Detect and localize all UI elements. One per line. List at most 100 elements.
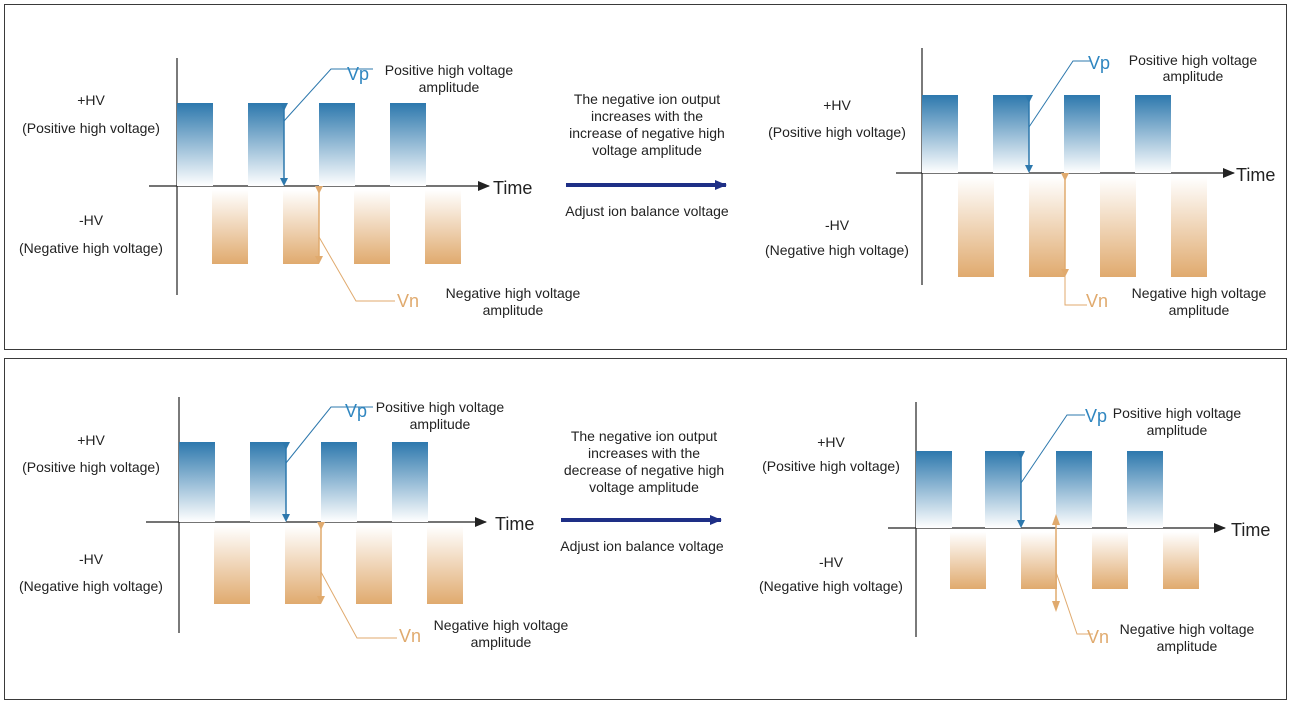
vp-leader-line [1020, 414, 1085, 484]
vn-description: amplitude [1157, 638, 1218, 654]
transition-caption: voltage amplitude [589, 479, 699, 495]
negative-pulse [1163, 532, 1199, 589]
time-label: Time [493, 178, 532, 198]
transition-caption: voltage amplitude [592, 142, 702, 158]
positive-hv-label: (Positive high voltage) [22, 120, 160, 136]
positive-hv-label: +HV [823, 97, 851, 113]
vn-description: Negative high voltage [446, 285, 581, 301]
vp-leader-line [283, 68, 373, 122]
adjust-label: Adjust ion balance voltage [565, 203, 729, 219]
vn-arrow-head [1052, 601, 1060, 612]
positive-pulse [1135, 95, 1171, 173]
adjust-label: Adjust ion balance voltage [560, 538, 724, 554]
vn-description: Negative high voltage [1120, 621, 1255, 637]
diagram-increase-negative: Time Vp Positive high voltage amplitude … [19, 48, 1275, 318]
positive-pulse [1127, 451, 1163, 528]
negative-pulse [283, 190, 319, 264]
negative-pulse [425, 190, 461, 264]
vn-label: Vn [399, 626, 421, 646]
transition-caption: increases with the [588, 445, 700, 461]
vn-arrow-head [1052, 514, 1060, 525]
positive-pulse [922, 95, 958, 173]
vp-label: Vp [345, 401, 367, 421]
positive-pulse [916, 451, 952, 528]
vn-description: amplitude [471, 634, 532, 650]
vp-label: Vp [1088, 53, 1110, 73]
negative-pulse [950, 532, 986, 589]
vp-description: Positive high voltage [1113, 405, 1242, 421]
vn-leader-line [1064, 263, 1087, 306]
negative-pulse [214, 526, 250, 604]
negative-hv-label: -HV [79, 212, 104, 228]
waveform-after: Time Vp Positive high voltage amplitude … [765, 48, 1275, 318]
vp-label: Vp [347, 64, 369, 84]
transition-caption: increase of negative high [569, 125, 725, 141]
vn-label: Vn [397, 291, 419, 311]
vn-description: Negative high voltage [434, 617, 569, 633]
positive-pulse [250, 442, 286, 522]
vn-description: amplitude [483, 302, 544, 318]
transition: The negative ion output increases with t… [565, 91, 729, 219]
panel-increase-negative: Time Vp Positive high voltage amplitude … [4, 4, 1287, 350]
vp-description: Positive high voltage [1129, 52, 1258, 68]
panel-decrease-negative: Time Vp Positive high voltage amplitude … [4, 358, 1287, 700]
negative-pulse [427, 526, 463, 604]
negative-pulse [356, 526, 392, 604]
positive-pulse [390, 103, 426, 186]
vn-leader-line [320, 571, 397, 639]
transition-caption: decrease of negative high [564, 462, 724, 478]
vp-description: amplitude [410, 416, 471, 432]
positive-hv-label: (Positive high voltage) [768, 124, 906, 140]
positive-hv-label: (Positive high voltage) [22, 459, 160, 475]
vp-description: Positive high voltage [376, 399, 505, 415]
vn-label: Vn [1087, 627, 1109, 647]
vn-label: Vn [1086, 291, 1108, 311]
vn-description: Negative high voltage [1132, 285, 1267, 301]
negative-hv-label: -HV [819, 554, 844, 570]
positive-hv-label: +HV [817, 434, 845, 450]
vp-label: Vp [1085, 406, 1107, 426]
vp-description: amplitude [1147, 422, 1208, 438]
positive-pulse [179, 442, 215, 522]
negative-hv-label: (Negative high voltage) [759, 578, 903, 594]
waveform-before: Time Vp Positive high voltage amplitude … [19, 58, 581, 318]
time-label: Time [495, 514, 534, 534]
vp-description: amplitude [419, 79, 480, 95]
negative-pulse [1171, 177, 1207, 277]
vn-leader-line [318, 236, 395, 302]
transition: The negative ion output increases with t… [560, 428, 724, 554]
vp-leader-line [285, 406, 373, 464]
negative-hv-label: -HV [79, 551, 104, 567]
positive-pulse [319, 103, 355, 186]
negative-pulse [285, 526, 321, 604]
transition-caption: The negative ion output [574, 91, 720, 107]
transition-caption: The negative ion output [571, 428, 717, 444]
positive-pulse [177, 103, 213, 186]
negative-pulse [212, 190, 248, 264]
negative-pulse [1100, 177, 1136, 277]
negative-pulse [1029, 177, 1065, 277]
positive-pulse [248, 103, 284, 186]
positive-pulse [321, 442, 357, 522]
positive-hv-label: +HV [77, 432, 105, 448]
vn-description: amplitude [1169, 302, 1230, 318]
vp-description: Positive high voltage [385, 62, 514, 78]
waveform-before: Time Vp Positive high voltage amplitude … [19, 397, 569, 650]
positive-pulse [985, 451, 1021, 528]
time-label: Time [1231, 520, 1270, 540]
negative-hv-label: (Negative high voltage) [19, 578, 163, 594]
vp-leader-line [1028, 60, 1091, 128]
positive-pulse [993, 95, 1029, 173]
negative-hv-label: (Negative high voltage) [19, 240, 163, 256]
diagram-decrease-negative: Time Vp Positive high voltage amplitude … [19, 397, 1270, 654]
vp-description: amplitude [1163, 68, 1224, 84]
waveform-after: Time Vp Positive high voltage amplitude … [759, 402, 1270, 654]
transition-caption: increases with the [591, 108, 703, 124]
negative-hv-label: (Negative high voltage) [765, 242, 909, 258]
positive-pulse [1064, 95, 1100, 173]
vn-leader-line [1055, 571, 1093, 635]
negative-hv-label: -HV [825, 217, 850, 233]
positive-pulse [392, 442, 428, 522]
time-label: Time [1236, 165, 1275, 185]
positive-hv-label: +HV [77, 92, 105, 108]
